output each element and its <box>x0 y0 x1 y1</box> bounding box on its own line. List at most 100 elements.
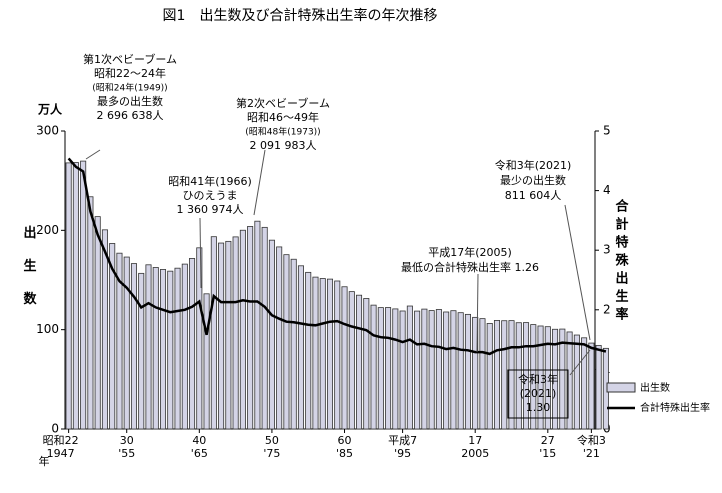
annotation-arrow <box>476 273 479 353</box>
x-tick-label: 40 <box>192 434 206 447</box>
y2-tick-label: 3 <box>603 243 611 257</box>
bar <box>537 325 544 430</box>
annotation: ひのえうま <box>183 189 238 202</box>
annotation: (昭和24年(1949)) <box>92 82 167 94</box>
x-tick-label-western: '21 <box>583 447 600 460</box>
y2-tick-label: 4 <box>603 183 611 197</box>
y-tick-label: 200 <box>36 223 59 237</box>
x-tick-label-western: '15 <box>539 447 556 460</box>
bar <box>523 322 530 430</box>
bar <box>312 276 319 430</box>
bar <box>232 236 239 430</box>
annotation: 2 696 638人 <box>97 109 164 122</box>
annotation: 昭和46～49年 <box>247 110 319 124</box>
x-tick-label: 60 <box>338 434 352 447</box>
bar <box>319 278 326 430</box>
bar <box>508 320 515 430</box>
bar <box>189 258 196 430</box>
x-tick-label: 27 <box>541 434 555 447</box>
bar <box>101 229 108 430</box>
bar <box>428 310 435 430</box>
x-tick-label: 令和3 <box>577 433 606 447</box>
bar <box>595 345 602 430</box>
bar <box>254 220 261 430</box>
annotation-arrow <box>564 204 591 341</box>
x-tick-label-western: '65 <box>191 447 208 460</box>
annotation: 最多の出生数 <box>97 94 163 108</box>
bar <box>283 254 290 430</box>
annotation-arrow <box>199 217 202 289</box>
x-tick-label: 50 <box>265 434 279 447</box>
annotation: 昭和41年(1966) <box>168 174 252 188</box>
bar <box>109 243 116 430</box>
annotation: 最少の出生数 <box>500 173 566 187</box>
annotation: 昭和22～24年 <box>94 66 166 80</box>
y-tick-label: 300 <box>36 124 59 138</box>
bar <box>479 318 486 430</box>
bar <box>530 324 537 430</box>
bar <box>486 323 493 430</box>
bar <box>218 242 225 430</box>
bar <box>276 246 283 430</box>
annotation: (昭和48年(1973)) <box>245 126 320 138</box>
bar <box>385 307 392 430</box>
bar <box>464 313 471 430</box>
y-unit: 万人 <box>37 102 63 117</box>
x-tick-label: 30 <box>120 434 134 447</box>
y-axis-label: 出生数 <box>21 225 37 325</box>
annotation: 1.30 <box>526 401 551 414</box>
bar <box>334 280 341 430</box>
bar <box>181 263 188 430</box>
bar <box>167 270 174 430</box>
bar <box>348 291 355 430</box>
bar <box>268 239 275 430</box>
bar <box>123 256 130 430</box>
bar <box>515 322 522 430</box>
y2-tick-label: 5 <box>603 124 611 138</box>
bar <box>399 310 406 430</box>
bar <box>87 196 94 430</box>
x-tick-label-western: '95 <box>394 447 411 460</box>
bar <box>341 286 348 430</box>
line <box>67 157 607 356</box>
bar <box>80 160 87 430</box>
annotation: 平成17年(2005) <box>428 245 512 259</box>
bar <box>443 311 450 430</box>
y2-tick-label: 2 <box>603 302 611 316</box>
bar <box>290 258 297 430</box>
bar <box>573 334 580 430</box>
annotation-arrow <box>85 149 101 160</box>
bar <box>363 298 370 430</box>
x-tick-label-western: '85 <box>336 447 353 460</box>
bar <box>94 216 101 430</box>
bar <box>421 308 428 430</box>
bar <box>370 304 377 430</box>
x-tick-label-western: '55 <box>118 447 135 460</box>
x-tick-label-western: 1947 <box>47 447 75 460</box>
bar <box>552 328 559 430</box>
bar <box>566 331 573 430</box>
annotation: 第2次ベビーブーム <box>236 96 330 110</box>
chart-title: 図1 出生数及び合計特殊出生率の年次推移 <box>163 7 438 24</box>
bar <box>174 267 181 430</box>
bar <box>159 269 167 430</box>
annotation: 2 091 983人 <box>250 139 317 152</box>
annotation: 第1次ベビーブーム <box>83 52 177 66</box>
annotation-box <box>507 369 569 419</box>
bar <box>65 162 72 430</box>
legend-label: 合計特殊出生率 <box>640 401 710 414</box>
bar <box>326 278 334 430</box>
x-unit: 年 <box>39 454 50 468</box>
bar <box>588 342 595 430</box>
y2-axis-label: 合計特殊出生率 <box>613 198 629 325</box>
bar <box>138 272 145 430</box>
bar <box>239 229 246 430</box>
annotation-arrow <box>569 349 591 376</box>
bar <box>406 305 413 430</box>
bar <box>210 236 217 430</box>
annotation-arrow <box>253 149 266 216</box>
legend-swatch <box>606 382 636 393</box>
x-tick-label: 昭和22 <box>43 434 79 447</box>
bar <box>559 328 566 430</box>
